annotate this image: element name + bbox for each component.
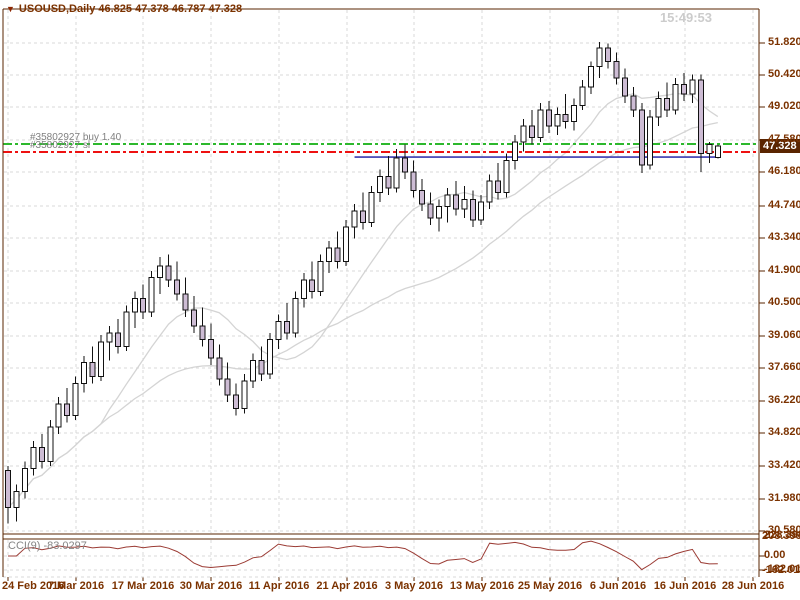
price-axis-label: 30.580 [768,524,800,536]
price-axis-label: 47.580 [768,133,800,145]
price-axis-label: 46.180 [768,165,800,177]
current-price-badge: 47.328 [760,139,800,153]
cci-axis-label: 208.398 [762,530,800,542]
date-axis-label: 24 Feb 2016 [2,580,65,592]
date-axis-label: 3 May 2016 [384,580,444,592]
date-axis-label: 7 Mar 2016 [47,580,105,592]
price-axis-label: 40.500 [768,296,800,308]
price-axis-label: 36.220 [768,394,800,406]
date-axis-label: 17 Mar 2016 [111,580,175,592]
cci-axis-label: 0.00 [764,549,786,561]
date-axis-label: 30 Mar 2016 [179,580,243,592]
date-axis-label: 11 Apr 2016 [248,580,310,592]
symbol-ohlc-text: USOUSD,Daily 46.825 47.378 46.787 47.328 [18,3,243,15]
price-axis-label: 34.820 [768,426,800,438]
date-axis-label: 16 Jun 2016 [653,580,717,592]
symbol-dropdown-icon[interactable]: ▼ [6,4,15,14]
ohlc-header: ▼ USOUSD,Daily 46.825 47.378 46.787 47.32… [6,4,242,15]
date-axis-label: 6 Jun 2016 [589,580,647,592]
date-axis-label: 25 May 2016 [517,580,583,592]
date-axis-label: 21 Apr 2016 [316,580,378,592]
price-axis-label: 51.820 [768,36,800,48]
indicator-label: CCI(9) -83.0297 [8,540,87,552]
price-axis-label: 44.740 [768,199,800,211]
date-axis-label: 13 May 2016 [449,580,515,592]
price-axis-label: 43.340 [768,231,800,243]
date-axis-label: 28 Jun 2016 [721,580,785,592]
price-axis-label: 31.980 [768,492,800,504]
price-axis-label: 33.420 [768,459,800,471]
cci-axis-label: -162.011 [762,564,800,576]
price-axis-label: 50.420 [768,68,800,80]
cci-axis-label: -182.011 [764,563,800,575]
price-axis-label: 49.020 [768,100,800,112]
buy-order-label: #35802927 buy 1.40 [30,132,122,143]
price-axis-label: 39.060 [768,329,800,341]
server-clock: 15:49:53 [659,10,712,25]
stoploss-order-label: #35802927 sl [30,140,91,151]
price-axis-label: 41.900 [768,264,800,276]
cci-axis-label: 228.3981 [764,529,800,541]
price-axis-label: 37.660 [768,361,800,373]
